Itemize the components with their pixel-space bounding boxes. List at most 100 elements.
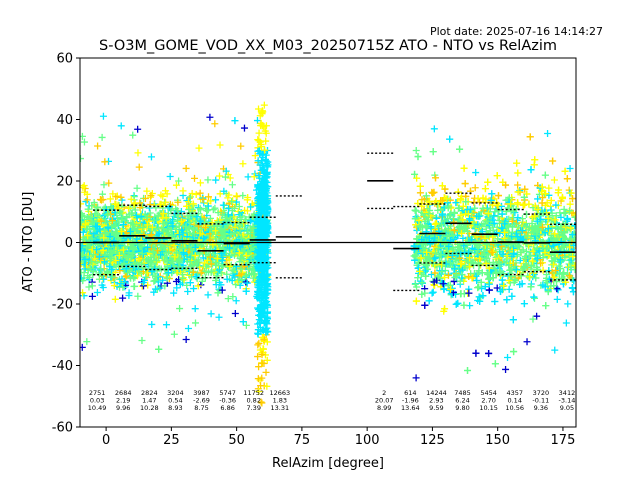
data-point: [551, 346, 559, 354]
data-point: [232, 297, 240, 305]
data-point: [129, 131, 137, 139]
data-point: [464, 366, 472, 374]
data-point: [513, 159, 521, 167]
data-point: [184, 324, 192, 332]
data-point: [242, 321, 250, 329]
data-point: [134, 149, 142, 157]
data-point: [170, 289, 178, 297]
data-point: [503, 296, 511, 304]
data-point: [474, 284, 482, 292]
data-point: [412, 374, 420, 382]
data-point: [175, 177, 183, 185]
data-point: [549, 157, 557, 165]
data-point: [239, 160, 247, 168]
data-point: [411, 206, 419, 214]
data-point: [133, 184, 141, 192]
data-point: [191, 305, 199, 313]
data-point: [546, 202, 554, 210]
data-point: [493, 284, 501, 292]
data-point: [172, 181, 180, 189]
data-point: [534, 195, 542, 203]
data-point: [231, 309, 239, 317]
data-point: [461, 180, 469, 188]
data-point: [99, 112, 107, 120]
data-point: [155, 345, 163, 353]
data-point: [500, 282, 508, 290]
data-point: [216, 172, 224, 180]
data-point: [192, 319, 200, 327]
data-point: [485, 275, 493, 283]
data-point: [531, 294, 539, 302]
data-point: [204, 176, 212, 184]
data-point: [100, 181, 108, 189]
data-point: [244, 173, 252, 181]
data-point: [207, 310, 215, 318]
data-point: [262, 368, 270, 376]
data-point: [188, 189, 196, 197]
data-point: [568, 284, 576, 292]
data-point: [505, 285, 513, 293]
data-point: [416, 182, 424, 190]
data-point: [232, 192, 240, 200]
data-point: [196, 179, 204, 187]
data-point: [542, 302, 550, 310]
data-point: [80, 138, 88, 146]
data-point: [429, 277, 437, 285]
data-point: [502, 365, 510, 373]
data-point: [215, 313, 223, 321]
data-point: [176, 305, 184, 313]
data-point: [418, 279, 426, 287]
data-point: [82, 198, 90, 206]
data-point: [430, 125, 438, 133]
data-point: [192, 190, 200, 198]
data-point: [119, 294, 127, 302]
data-point: [83, 338, 91, 346]
data-point: [226, 174, 234, 182]
data-point: [414, 153, 422, 161]
data-point: [251, 152, 259, 160]
data-point: [484, 178, 492, 186]
data-point: [170, 330, 178, 338]
data-point: [148, 320, 156, 328]
data-point: [491, 360, 499, 368]
data-point: [421, 301, 429, 309]
data-point: [138, 336, 146, 344]
data-point: [80, 292, 88, 300]
data-point: [472, 169, 480, 177]
data-point: [113, 192, 121, 200]
data-point: [523, 338, 531, 346]
data-point: [125, 291, 133, 299]
data-point: [494, 192, 502, 200]
data-point: [204, 291, 212, 299]
data-point: [146, 209, 154, 217]
data-point: [123, 272, 131, 280]
data-point: [183, 281, 191, 289]
data-point: [250, 173, 258, 181]
data-point: [101, 158, 109, 166]
data-point: [179, 274, 187, 282]
data-point: [456, 145, 464, 153]
data-point: [446, 135, 454, 143]
data-point: [472, 349, 480, 357]
data-point: [98, 133, 106, 141]
data-point: [86, 274, 94, 282]
data-point: [471, 184, 479, 192]
data-point: [111, 295, 119, 303]
data-point: [144, 281, 152, 289]
data-point: [216, 141, 224, 149]
data-point: [142, 273, 150, 281]
data-point: [239, 192, 247, 200]
data-point: [216, 190, 224, 198]
data-point: [425, 297, 433, 305]
data-point: [481, 185, 489, 193]
data-point: [562, 319, 570, 327]
data-point: [504, 354, 512, 362]
data-point: [179, 187, 187, 195]
chart-title: S-O3M_GOME_VOD_XX_M03_20250715Z ATO - NT…: [99, 38, 557, 54]
data-point: [191, 174, 199, 182]
data-point: [454, 299, 462, 307]
data-point: [510, 348, 518, 356]
data-point: [526, 133, 534, 141]
data-point: [211, 120, 219, 128]
scatter-points: [80, 101, 576, 407]
